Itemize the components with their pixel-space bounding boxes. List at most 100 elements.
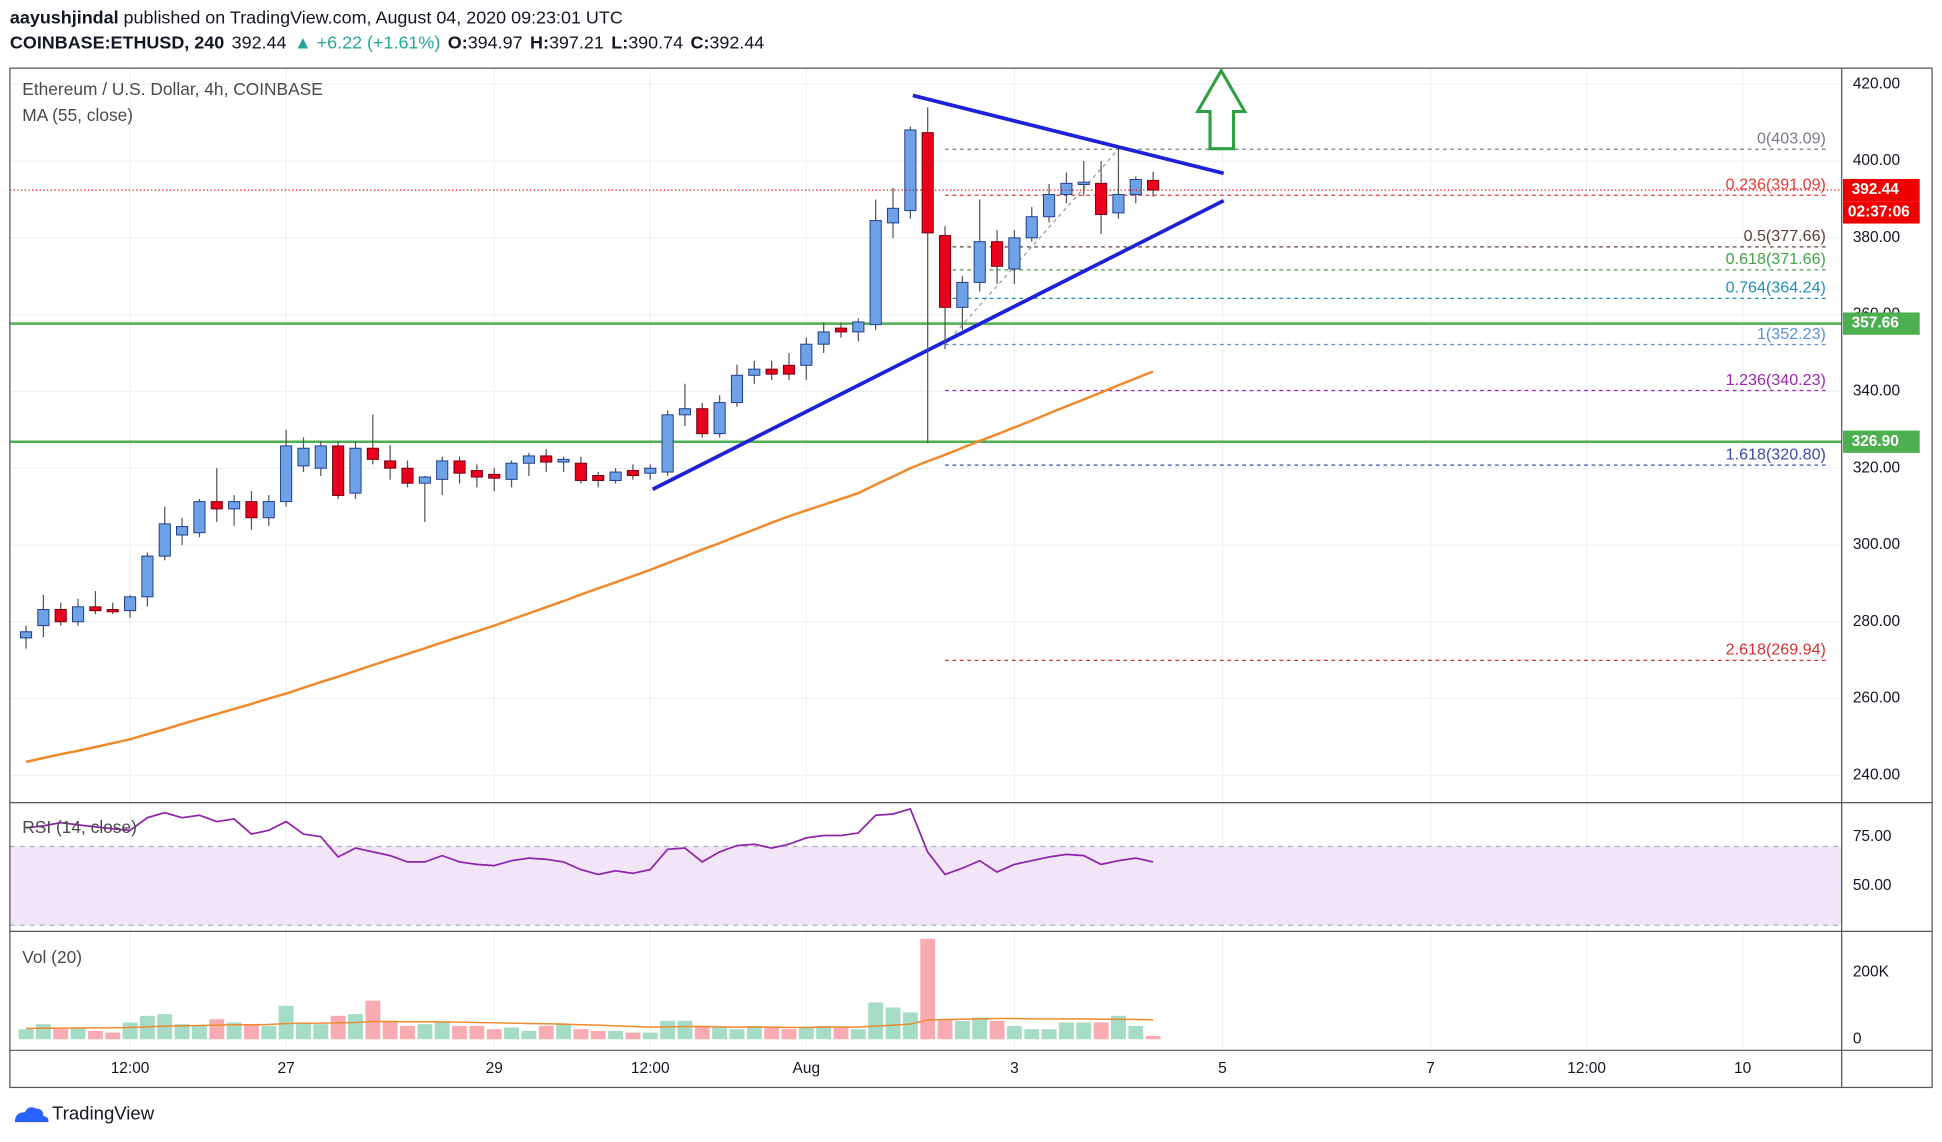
volume-bar: [989, 1020, 1005, 1040]
candle-body: [37, 608, 50, 627]
level-box: [1842, 430, 1920, 453]
volume-bar: [1093, 1022, 1109, 1040]
trendline: [912, 93, 1225, 176]
candle-body: [314, 445, 327, 469]
fib-label: 1.236(340.23): [1726, 371, 1826, 389]
countdown-box: [1842, 201, 1920, 224]
volume-bar: [677, 1020, 693, 1040]
countdown: 02:37:06: [1848, 203, 1910, 220]
volume-bar: [296, 1022, 311, 1040]
level-box-label: 357.66: [1852, 315, 1900, 332]
candle-body: [522, 455, 535, 464]
volume-ma-line: [25, 1017, 1154, 1030]
volume-bar: [35, 1024, 51, 1040]
close-label: C:: [690, 32, 709, 52]
candle-body: [453, 460, 466, 474]
level-box: [1842, 312, 1920, 335]
volume-bar: [712, 1027, 728, 1040]
candle-body: [176, 526, 189, 536]
frame: [9, 67, 1933, 1089]
volume-bar: [469, 1025, 485, 1040]
volume-bar: [729, 1029, 745, 1040]
y-tick-label: 280.00: [1853, 613, 1900, 630]
candle-body: [713, 402, 726, 435]
candle-body: [869, 220, 882, 326]
candle-body: [886, 207, 900, 224]
candle-body: [1112, 193, 1125, 214]
fib-label: 1(352.23): [1757, 325, 1826, 343]
candle-body: [245, 501, 258, 519]
rsi-band: [9, 846, 1842, 926]
candle-body: [782, 364, 796, 375]
candle-body: [332, 445, 345, 496]
y-tick-label: 320.00: [1853, 459, 1900, 476]
x-tick-label: 10: [1734, 1060, 1751, 1077]
ma-label: MA (55, close): [22, 105, 133, 125]
candle-body: [297, 447, 310, 467]
volume-bar: [833, 1027, 849, 1040]
candle-body: [1008, 237, 1021, 270]
volume-bar: [1024, 1029, 1040, 1040]
x-tick-label: 27: [278, 1060, 295, 1077]
candle-body: [540, 455, 553, 463]
volume-bar: [70, 1027, 86, 1040]
candle-body: [384, 460, 397, 469]
last-price-box: [1842, 178, 1920, 202]
volume-bar: [1041, 1029, 1057, 1040]
volume-bar: [746, 1025, 762, 1040]
volume-bar: [400, 1025, 415, 1040]
volume-bar: [226, 1022, 242, 1040]
volume-bar: [192, 1025, 207, 1040]
x-tick-label: 12:00: [1567, 1060, 1606, 1077]
volume-bar: [105, 1032, 121, 1040]
volume-bar: [209, 1019, 225, 1040]
low: 390.74: [628, 32, 683, 52]
fib-label: 2.618(269.94): [1726, 641, 1826, 659]
x-tick-label: 12:00: [111, 1060, 150, 1077]
volume-tick-label: 200K: [1853, 963, 1890, 980]
candle-body: [262, 501, 275, 519]
published: published on TradingView.com, August 04,…: [124, 7, 623, 27]
candle-body: [124, 596, 137, 612]
rsi-line: [25, 807, 1154, 876]
volume-bar: [642, 1032, 658, 1040]
open: 394.97: [468, 32, 523, 52]
candle-body: [973, 241, 986, 283]
candle-body: [488, 473, 501, 479]
volume-bar: [902, 1012, 918, 1040]
candle-body: [592, 475, 605, 481]
candle-body: [574, 462, 587, 481]
candle-body: [505, 462, 518, 480]
volume-bar: [174, 1024, 190, 1040]
volume-bar: [261, 1025, 277, 1040]
volume-bar: [1076, 1022, 1092, 1040]
rsi-tick-label: 50.00: [1853, 877, 1892, 894]
x-tick-label: Aug: [793, 1060, 821, 1077]
symbol: COINBASE:ETHUSD, 240: [10, 32, 224, 52]
candle-body: [89, 606, 102, 612]
close: 392.44: [709, 32, 764, 52]
candle-body: [1095, 182, 1108, 215]
volume-bar: [850, 1029, 866, 1040]
volume-bar: [764, 1027, 780, 1040]
volume-bar: [382, 1020, 398, 1040]
candle-body: [661, 414, 674, 473]
volume-bar: [660, 1020, 676, 1040]
candle-body: [1025, 216, 1038, 239]
volume-bar: [122, 1022, 138, 1040]
volume-bar: [954, 1020, 970, 1040]
trendline: [651, 198, 1225, 491]
volume-bar: [521, 1030, 537, 1040]
volume-bar: [608, 1030, 624, 1040]
volume-bar: [330, 1015, 346, 1040]
volume-bar: [590, 1030, 606, 1040]
volume-bar: [556, 1024, 571, 1040]
up-arrow: [1194, 67, 1248, 151]
y-tick-label: 340.00: [1853, 383, 1900, 400]
candle-body: [765, 368, 778, 375]
candle-body: [280, 445, 293, 503]
low-label: L:: [611, 32, 628, 52]
candle-body: [1147, 179, 1160, 191]
candle-body: [106, 608, 119, 613]
last-price: 392.44: [232, 32, 287, 52]
